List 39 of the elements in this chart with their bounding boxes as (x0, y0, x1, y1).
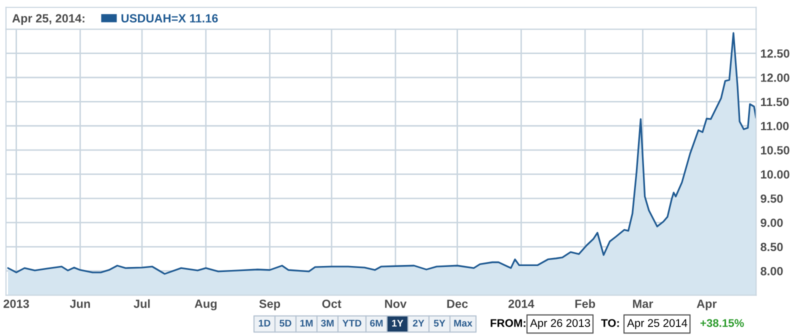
text: 1Y (392, 320, 404, 327)
text: Apr 25 2014 (627, 319, 688, 330)
text: 5Y (434, 320, 446, 327)
x-tick-label: Mar (633, 300, 654, 308)
text: 6M (370, 320, 383, 327)
text: Max (454, 320, 472, 327)
x-tick-label: Feb (575, 299, 596, 308)
y-tick-label: 11.00 (761, 122, 789, 130)
x-tick-label: Sep (259, 300, 280, 310)
text: +38.15% (700, 319, 744, 327)
x-tick-label: Aug (194, 300, 217, 310)
y-tick-label: 8.00 (760, 266, 783, 276)
x-tick-label: Nov (385, 300, 407, 308)
text: 1D (258, 320, 270, 327)
text: FROM: (490, 319, 526, 327)
text: 5D (280, 320, 292, 327)
y-tick-label: 10.00 (761, 170, 790, 179)
x-tick-label: 2013 (4, 300, 29, 308)
x-tick-label: 2014 (508, 300, 534, 308)
y-tick-label: 9.50 (760, 194, 783, 203)
x-tick-label: Jul (134, 299, 150, 308)
legend-label: USDUAH=X 11.16 (122, 14, 218, 23)
chart-title: Apr 25, 2014: (12, 14, 84, 25)
x-tick-label: Oct (322, 300, 342, 308)
text: Apr 26 2013 (530, 319, 590, 330)
y-tick-label: 10.50 (761, 146, 790, 154)
text: TO: (601, 319, 619, 327)
y-tick-label: 8.50 (760, 242, 783, 252)
y-tick-label: 11.50 (761, 98, 789, 106)
x-tick-label: Apr (696, 300, 717, 310)
x-tick-label: Dec (447, 300, 468, 308)
text: 3M (320, 320, 334, 327)
y-tick-label: 12.00 (761, 74, 790, 82)
text: 2Y (412, 320, 424, 327)
y-tick-label: 9.00 (760, 218, 783, 227)
y-tick-label: 12.50 (761, 49, 790, 58)
text: YTD (342, 320, 362, 327)
text: 1M (300, 320, 313, 327)
x-tick-label: Jun (70, 300, 90, 308)
